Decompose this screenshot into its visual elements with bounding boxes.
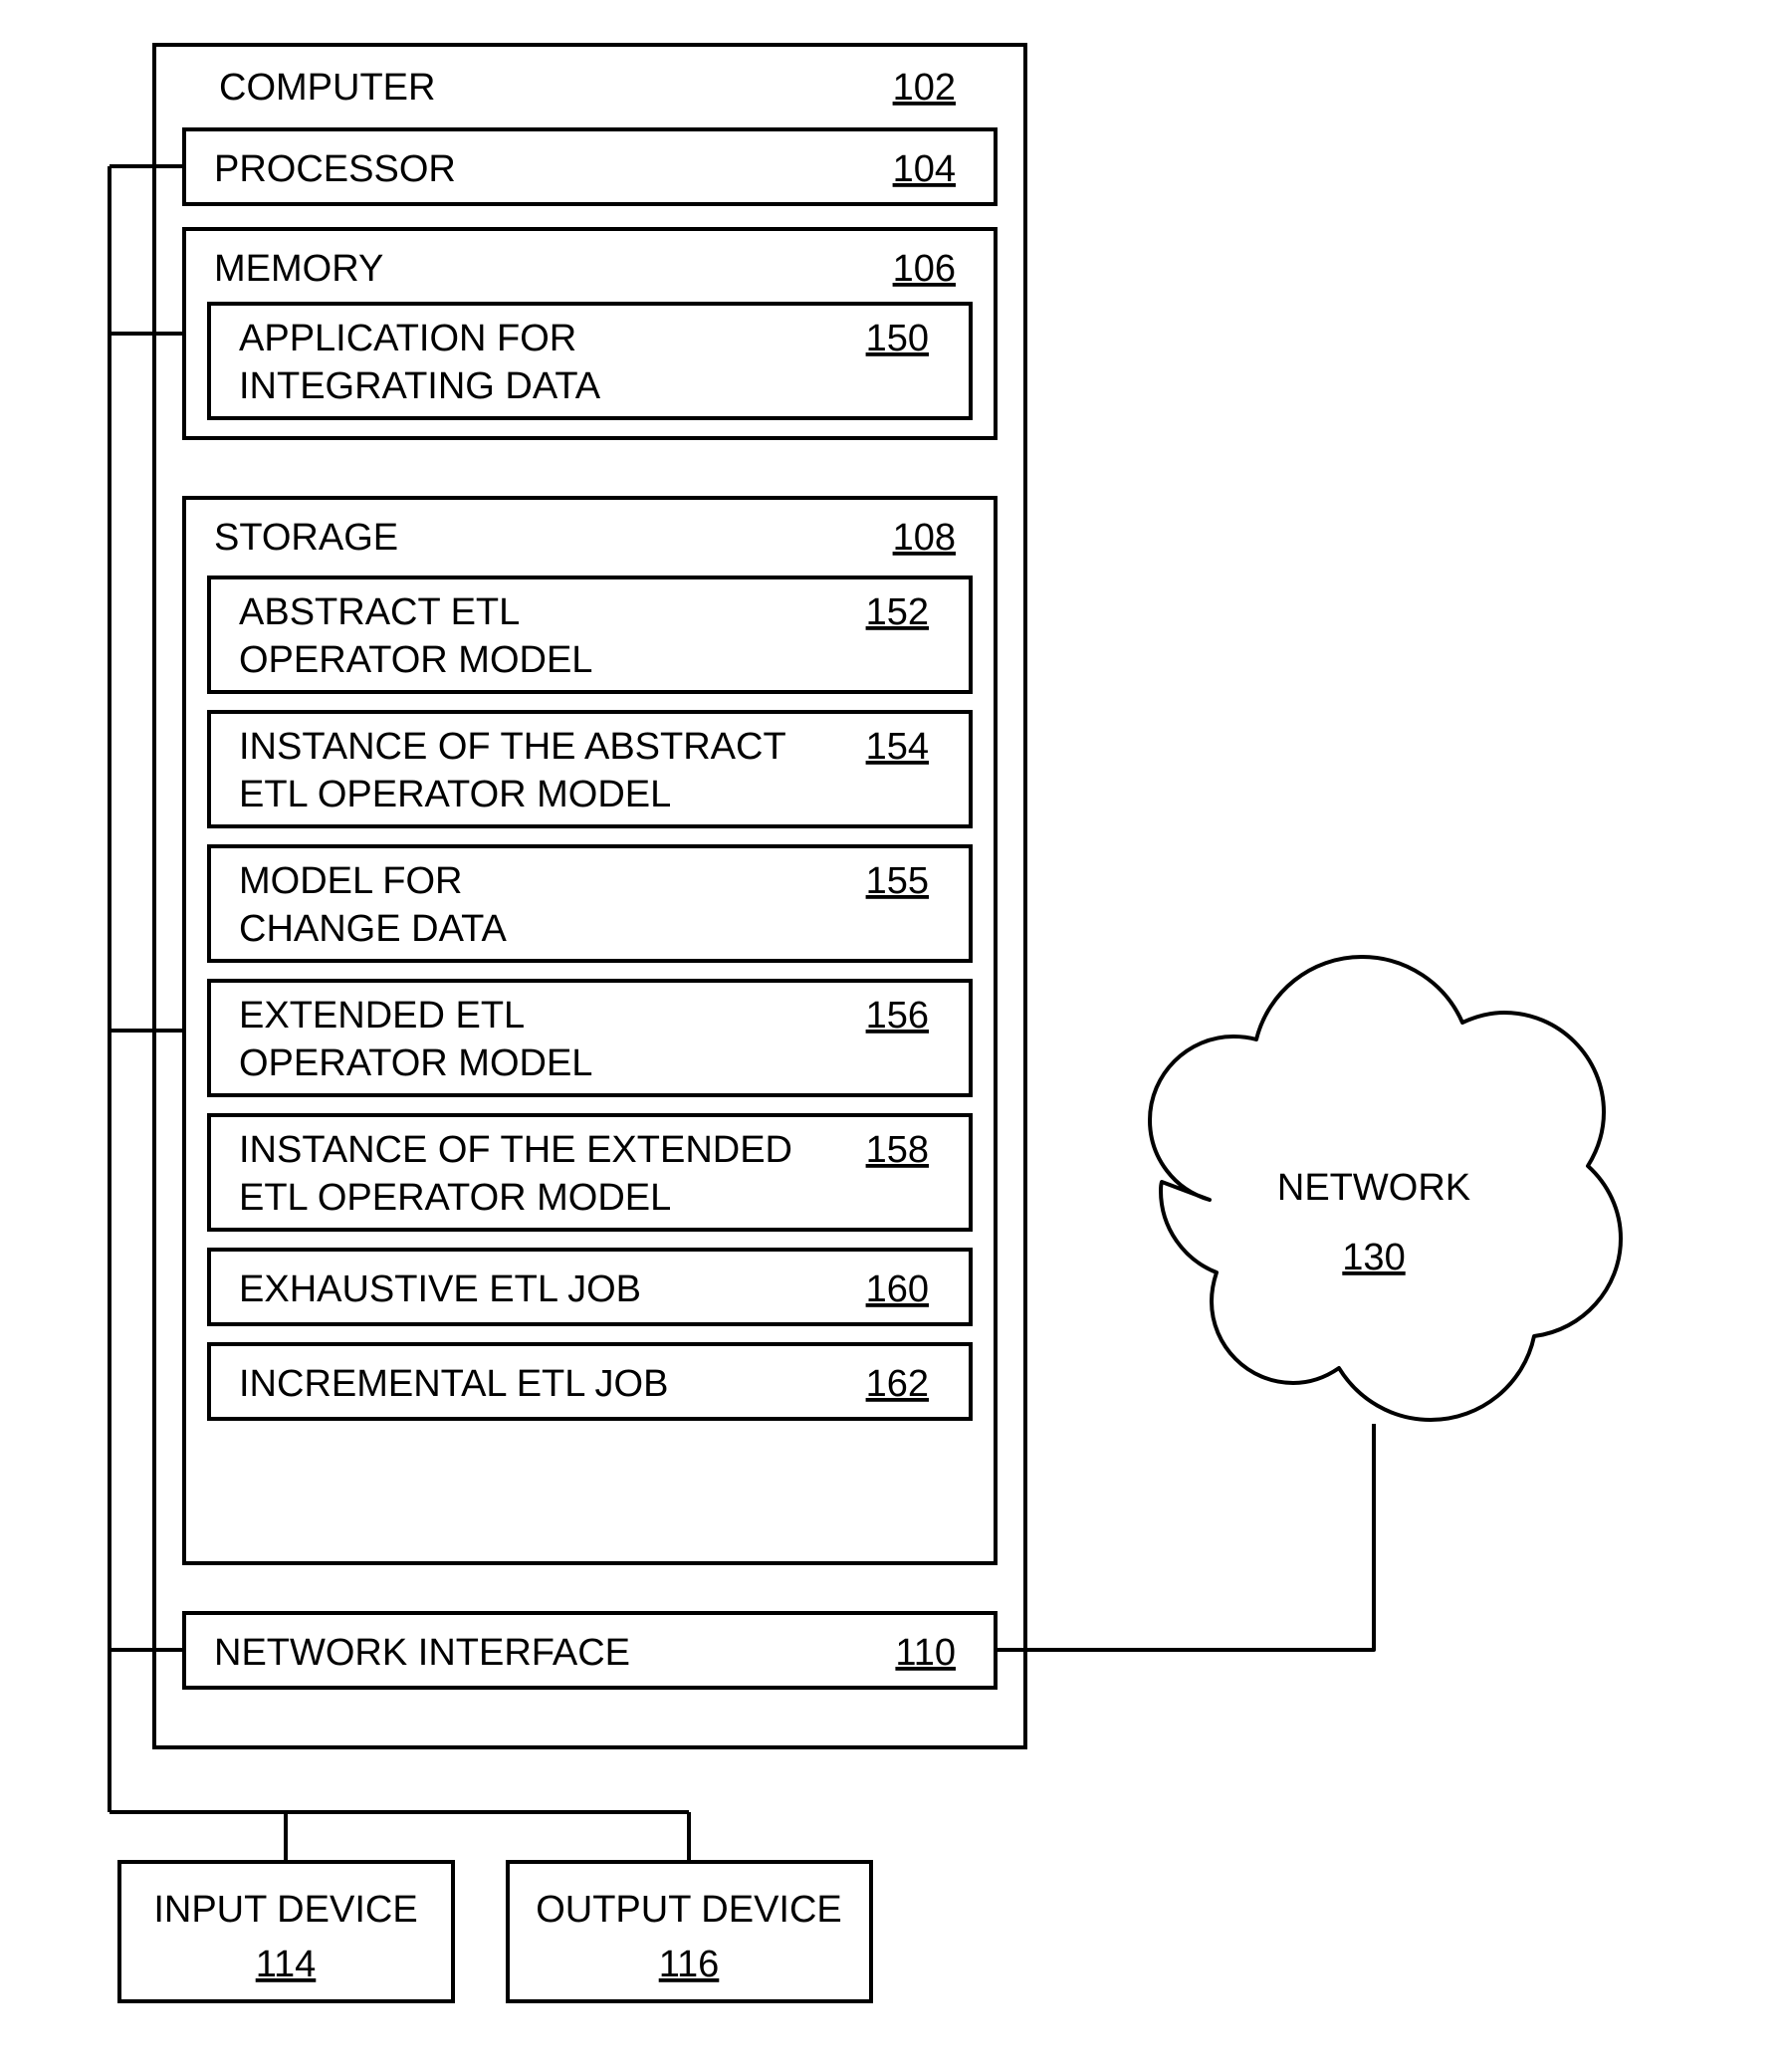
storage-child-label: INSTANCE OF THE ABSTRACT [239,726,786,768]
wire-netif-to-cloud [996,1424,1374,1650]
network-cloud-label: NETWORK [1277,1167,1470,1209]
io-device-label: INPUT DEVICE [153,1889,417,1931]
storage-child-ref: 155 [866,860,929,902]
io-device-ref: 116 [659,1944,720,1985]
storage-child-ref: 162 [866,1363,929,1405]
processor-label: PROCESSOR [214,148,456,190]
processor-ref: 104 [893,148,956,190]
io-device-ref: 114 [256,1944,317,1985]
io-device-label: OUTPUT DEVICE [536,1889,842,1931]
computer-ref: 102 [893,67,956,109]
storage-child-label: EXTENDED ETL [239,995,525,1036]
storage-child-ref: 156 [866,995,929,1036]
storage-child-ref: 158 [866,1129,929,1171]
storage-child-label: EXHAUSTIVE ETL JOB [239,1268,641,1310]
storage-child-label: ETL OPERATOR MODEL [239,1177,671,1219]
computer-label: COMPUTER [219,67,435,109]
storage-child-ref: 152 [866,591,929,633]
memory-label: MEMORY [214,248,383,290]
network-interface-label: NETWORK INTERFACE [214,1632,630,1674]
storage-child-label: ABSTRACT ETL [239,591,520,633]
storage-child-label: CHANGE DATA [239,908,507,950]
storage-label: STORAGE [214,517,398,559]
memory-child-label: APPLICATION FOR [239,318,576,359]
storage-child-label: MODEL FOR [239,860,463,902]
storage-ref: 108 [893,517,956,559]
storage-child-ref: 160 [866,1268,929,1310]
storage-child-label: INSTANCE OF THE EXTENDED [239,1129,792,1171]
storage-child-label: ETL OPERATOR MODEL [239,774,671,815]
storage-child-label: OPERATOR MODEL [239,1042,592,1084]
memory-ref: 106 [893,248,956,290]
storage-child-ref: 154 [866,726,929,768]
network-interface-ref: 110 [895,1632,956,1674]
network-cloud-ref: 130 [1342,1237,1405,1278]
memory-child-label: INTEGRATING DATA [239,365,601,407]
memory-child-ref: 150 [866,318,929,359]
storage-child-label: INCREMENTAL ETL JOB [239,1363,668,1405]
storage-child-label: OPERATOR MODEL [239,639,592,681]
